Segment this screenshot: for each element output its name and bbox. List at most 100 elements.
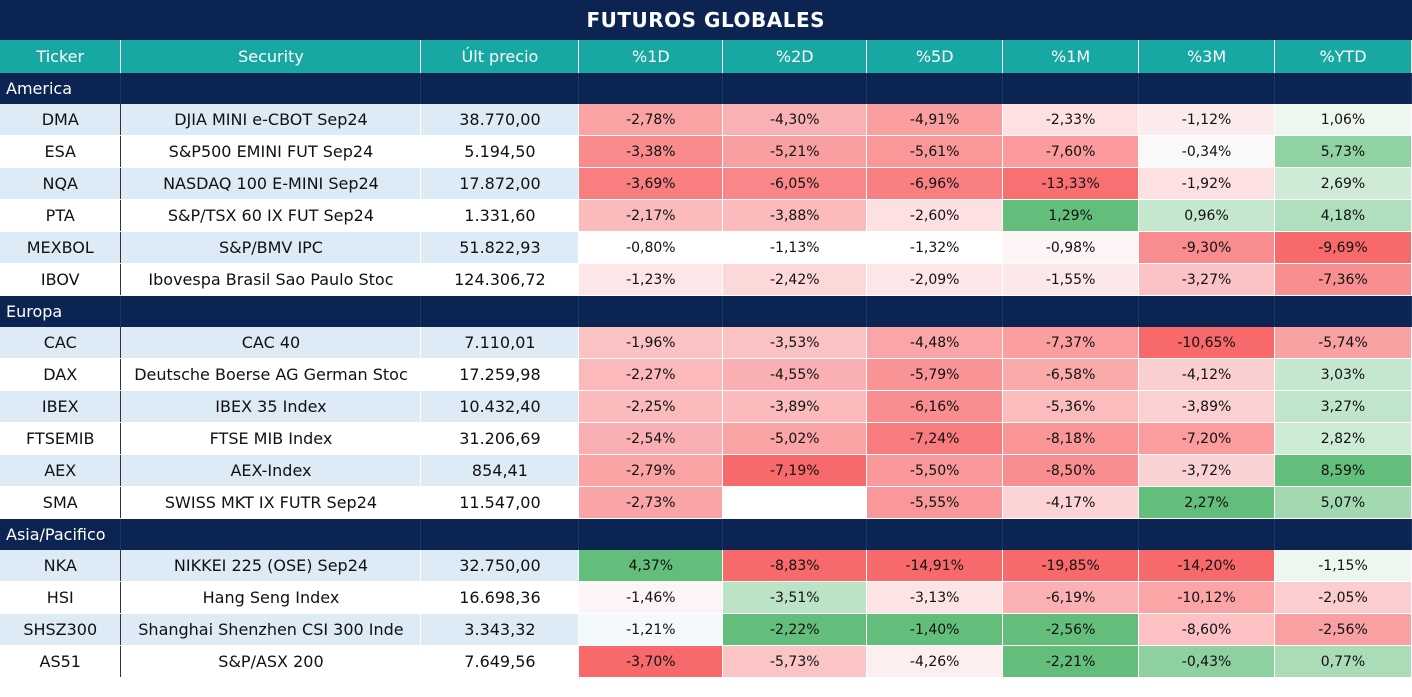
- price-cell: 10.432,40: [420, 390, 580, 423]
- security-cell: CAC 40: [120, 327, 422, 359]
- table-row[interactable]: NQA NASDAQ 100 E-MINI Sep24 17.872,00 -3,69…: [0, 167, 1412, 200]
- table-row[interactable]: CAC CAC 40 7.110,01 -1,96% -3,53% -4,48% -7,37…: [0, 327, 1412, 359]
- change-cell: -8,60%: [1138, 613, 1275, 646]
- price-cell: 31.206,69: [420, 422, 580, 455]
- change-cell: -1,46%: [578, 581, 724, 614]
- group-filler-cell: [420, 295, 580, 327]
- group-filler-cell: [722, 73, 868, 104]
- group-filler-cell: [866, 73, 1004, 104]
- change-cell: -4,91%: [866, 104, 1004, 136]
- ticker-cell: FTSEMIB: [0, 422, 122, 455]
- group-filler-cell: [722, 295, 868, 327]
- column-header[interactable]: Últ precio: [420, 40, 580, 73]
- group-filler-cell: [1138, 518, 1275, 550]
- change-cell: -1,12%: [1138, 104, 1275, 136]
- change-cell: -2,05%: [1274, 581, 1412, 614]
- change-cell: -2,27%: [578, 358, 724, 391]
- ticker-cell: MEXBOL: [0, 231, 122, 264]
- ticker-cell: NQA: [0, 167, 122, 200]
- table-row[interactable]: PTA S&P/TSX 60 IX FUT Sep24 1.331,60 -2,17%…: [0, 199, 1412, 232]
- change-cell: -4,12%: [1138, 358, 1275, 391]
- change-cell: -7,36%: [1274, 263, 1412, 296]
- change-cell: -5,36%: [1002, 390, 1140, 423]
- change-cell: -7,20%: [1138, 422, 1275, 455]
- ticker-cell: DMA: [0, 104, 122, 136]
- table-row[interactable]: IBOV Ibovespa Brasil Sao Paulo Stoc 124.30…: [0, 263, 1412, 296]
- price-cell: 124.306,72: [420, 263, 580, 296]
- table-row[interactable]: SMA SWISS MKT IX FUTR Sep24 11.547,00 -2,73…: [0, 486, 1412, 519]
- security-cell: AEX-Index: [120, 454, 422, 487]
- group-name: America: [0, 73, 122, 104]
- column-header[interactable]: %3M: [1138, 40, 1275, 73]
- column-header[interactable]: %1M: [1002, 40, 1140, 73]
- security-cell: Ibovespa Brasil Sao Paulo Stoc: [120, 263, 422, 296]
- price-cell: 16.698,36: [420, 581, 580, 614]
- change-cell: 2,69%: [1274, 167, 1412, 200]
- column-header[interactable]: Security: [120, 40, 422, 73]
- table-row[interactable]: MEXBOL S&P/BMV IPC 51.822,93 -0,80% -1,13% -1…: [0, 231, 1412, 264]
- security-cell: FTSE MIB Index: [120, 422, 422, 455]
- change-cell: -9,69%: [1274, 231, 1412, 264]
- table-title: FUTUROS GLOBALES: [0, 0, 1412, 40]
- change-cell: -2,33%: [1002, 104, 1140, 136]
- column-header[interactable]: Ticker: [0, 40, 122, 73]
- ticker-cell: PTA: [0, 199, 122, 232]
- ticker-cell: CAC: [0, 327, 122, 359]
- security-cell: NASDAQ 100 E-MINI Sep24: [120, 167, 422, 200]
- security-cell: NIKKEI 225 (OSE) Sep24: [120, 550, 422, 582]
- table-row[interactable]: SHSZ300 Shanghai Shenzhen CSI 300 Inde 3.3…: [0, 613, 1412, 646]
- price-cell: 5.194,50: [420, 135, 580, 168]
- table-row[interactable]: AEX AEX-Index 854,41 -2,79% -7,19% -5,50% -8,5…: [0, 454, 1412, 487]
- ticker-cell: AS51: [0, 645, 122, 678]
- change-cell: -4,26%: [866, 645, 1004, 678]
- ticker-cell: IBEX: [0, 390, 122, 423]
- change-cell: 2,27%: [1138, 486, 1275, 519]
- table-row[interactable]: NKA NIKKEI 225 (OSE) Sep24 32.750,00 4,37% -…: [0, 550, 1412, 582]
- security-cell: Deutsche Boerse AG German Stoc: [120, 358, 422, 391]
- change-cell: -2,09%: [866, 263, 1004, 296]
- change-cell: -5,02%: [722, 422, 868, 455]
- change-cell: -9,30%: [1138, 231, 1275, 264]
- change-cell: -6,19%: [1002, 581, 1140, 614]
- change-cell: -5,21%: [722, 135, 868, 168]
- table-row[interactable]: FTSEMIB FTSE MIB Index 31.206,69 -2,54% -5,0…: [0, 422, 1412, 455]
- group-filler-cell: [578, 73, 724, 104]
- price-cell: 32.750,00: [420, 550, 580, 582]
- group-filler-cell: [1002, 73, 1140, 104]
- change-cell: -3,53%: [722, 327, 868, 359]
- change-cell: -5,73%: [722, 645, 868, 678]
- change-cell: -0,80%: [578, 231, 724, 264]
- change-cell: -2,79%: [578, 454, 724, 487]
- price-cell: 51.822,93: [420, 231, 580, 264]
- change-cell: -2,73%: [578, 486, 724, 519]
- security-cell: Shanghai Shenzhen CSI 300 Inde: [120, 613, 422, 646]
- change-cell: -2,78%: [578, 104, 724, 136]
- ticker-cell: AEX: [0, 454, 122, 487]
- change-cell: -3,13%: [866, 581, 1004, 614]
- change-cell: -7,19%: [722, 454, 868, 487]
- change-cell: -7,60%: [1002, 135, 1140, 168]
- table-row[interactable]: DAX Deutsche Boerse AG German Stoc 17.259,…: [0, 358, 1412, 391]
- price-cell: 11.547,00: [420, 486, 580, 519]
- table-row[interactable]: DMA DJIA MINI e-CBOT Sep24 38.770,00 -2,78%…: [0, 104, 1412, 136]
- group-row: Europa: [0, 295, 1412, 327]
- column-header[interactable]: %YTD: [1274, 40, 1412, 73]
- table-row[interactable]: HSI Hang Seng Index 16.698,36 -1,46% -3,51% -…: [0, 581, 1412, 614]
- table-row[interactable]: IBEX IBEX 35 Index 10.432,40 -2,25% -3,89% -6…: [0, 390, 1412, 423]
- column-header[interactable]: %5D: [866, 40, 1004, 73]
- column-header[interactable]: %1D: [578, 40, 724, 73]
- price-cell: 1.331,60: [420, 199, 580, 232]
- column-header[interactable]: %2D: [722, 40, 868, 73]
- group-filler-cell: [120, 73, 422, 104]
- change-cell: -14,91%: [866, 550, 1004, 582]
- security-cell: Hang Seng Index: [120, 581, 422, 614]
- security-cell: S&P/TSX 60 IX FUT Sep24: [120, 199, 422, 232]
- table-row[interactable]: ESA S&P500 EMINI FUT Sep24 5.194,50 -3,38% -…: [0, 135, 1412, 168]
- security-cell: S&P500 EMINI FUT Sep24: [120, 135, 422, 168]
- change-cell: -2,25%: [578, 390, 724, 423]
- table-row[interactable]: AS51 S&P/ASX 200 7.649,56 -3,70% -5,73% -4,26…: [0, 645, 1412, 678]
- price-cell: 38.770,00: [420, 104, 580, 136]
- ticker-cell: SMA: [0, 486, 122, 519]
- ticker-cell: ESA: [0, 135, 122, 168]
